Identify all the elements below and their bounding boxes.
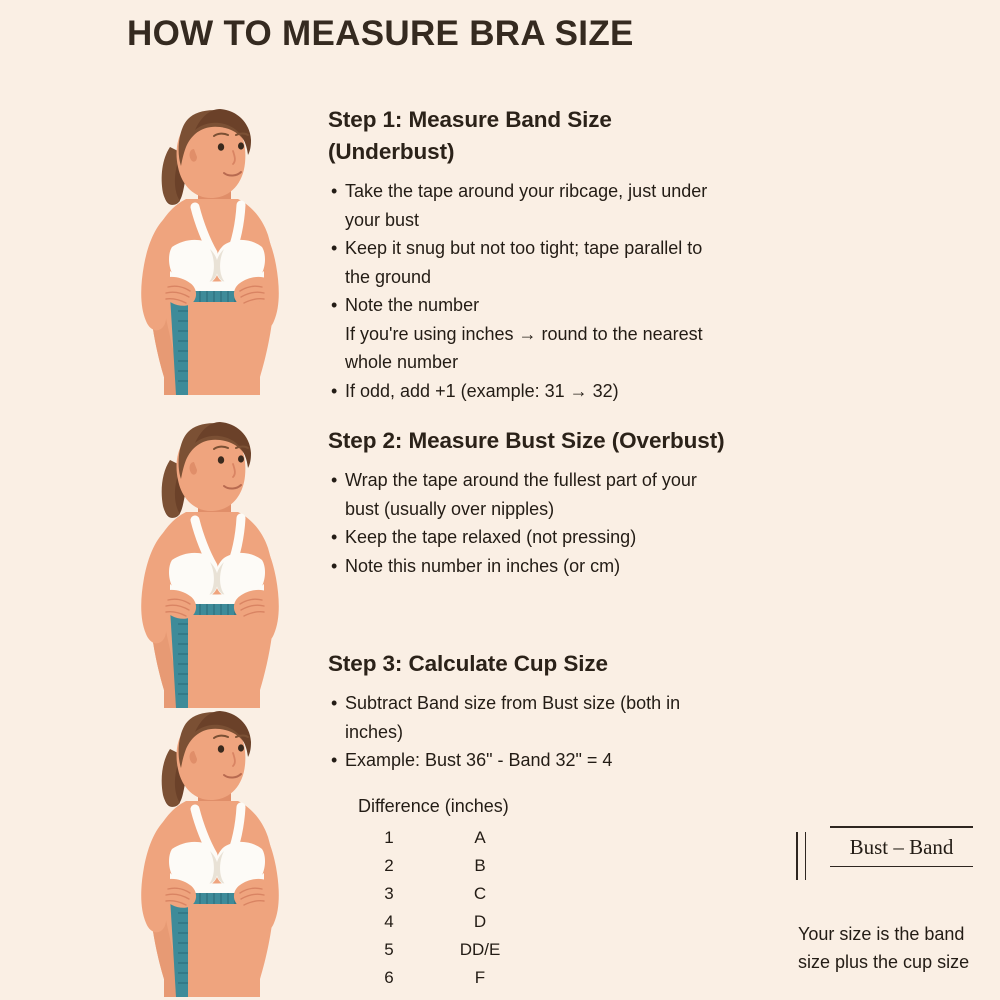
step-1-heading: Step 1: Measure Band Size (Underbust)	[328, 107, 612, 164]
cell-difference: 3	[384, 884, 394, 903]
cell-difference: 1	[384, 828, 394, 847]
table-row: 5 DD/E	[358, 936, 658, 964]
cell-cup: C	[473, 884, 487, 903]
step-3-block: Step 3: Calculate Cup Size Subtract Band…	[328, 648, 728, 775]
bullet-text: Wrap the tape around the fullest part of…	[345, 470, 697, 519]
step-2-bullets: Wrap the tape around the fullest part of…	[328, 466, 728, 580]
list-item: Keep it snug but not too tight; tape par…	[328, 234, 728, 291]
bullet-text: Example: Bust 36" - Band 32" = 4	[345, 750, 613, 770]
cell-difference: 5	[384, 940, 394, 959]
bullet-text: If odd, add +1 (example: 31 → 32)	[345, 380, 619, 401]
bullet-subtext: If you're using inches → round to the ne…	[345, 323, 703, 373]
table-row: 2 B	[358, 852, 658, 880]
formula-callout: Bust – Band	[790, 826, 990, 886]
list-item: Note the number If you're using inches →…	[328, 291, 728, 377]
list-item: Wrap the tape around the fullest part of…	[328, 466, 728, 523]
list-item: Keep the tape relaxed (not pressing)	[328, 523, 728, 552]
fraction-rule-top	[830, 826, 973, 828]
bullet-text: Subtract Band size from Bust size (both …	[345, 693, 681, 742]
table-row: 6 F	[358, 964, 658, 992]
table-row: 3 C	[358, 880, 658, 908]
illustration-step-2	[100, 408, 310, 708]
step-3-heading: Step 3: Calculate Cup Size	[328, 651, 608, 676]
step-1-bullets: Take the tape around your ribcage, just …	[328, 177, 728, 405]
cell-cup: D	[473, 912, 487, 931]
formula-text: Bust – Band	[849, 834, 954, 859]
list-item: Take the tape around your ribcage, just …	[328, 177, 728, 234]
difference-table-header: Difference (inches)	[358, 796, 509, 816]
cell-cup: DD/E	[459, 940, 501, 959]
callout-note: Your size is the band size plus the cup …	[798, 924, 970, 972]
cell-cup: F	[474, 968, 486, 987]
list-item: Subtract Band size from Bust size (both …	[328, 689, 728, 746]
woman-measuring-overbust-icon	[141, 422, 279, 708]
fraction-rule-bottom	[830, 865, 973, 868]
cell-difference: 6	[384, 968, 394, 987]
table-row: 4 D	[358, 908, 658, 936]
bullet-text: Keep the tape relaxed (not pressing)	[345, 527, 637, 547]
list-item: If odd, add +1 (example: 31 → 32)	[328, 377, 728, 406]
step-2-block: Step 2: Measure Bust Size (Overbust) Wra…	[328, 425, 728, 580]
step-1-block: Step 1: Measure Band Size (Underbust) Ta…	[328, 104, 728, 405]
formula-row: Bust – Band	[790, 826, 990, 886]
step-2-heading: Step 2: Measure Bust Size (Overbust)	[328, 428, 725, 453]
page-title: HOW TO MEASURE BRA SIZE	[127, 14, 634, 53]
cell-difference: 2	[384, 856, 394, 875]
illustration-step-1	[100, 95, 310, 395]
bullet-text: Take the tape around your ribcage, just …	[345, 181, 708, 230]
bullet-text: Keep it snug but not too tight; tape par…	[345, 238, 703, 287]
cell-cup: A	[474, 828, 486, 847]
illustration-step-3	[100, 697, 310, 997]
difference-table: Difference (inches) 1 A 2 B 3 C 4 D 5 DD…	[358, 793, 658, 992]
list-item: Example: Bust 36" - Band 32" = 4	[328, 746, 728, 775]
step-3-bullets: Subtract Band size from Bust size (both …	[328, 689, 728, 775]
fraction: Bust – Band	[830, 826, 980, 868]
woman-measuring-cup-icon	[141, 711, 279, 997]
double-bar-icon	[796, 832, 813, 880]
cell-difference: 4	[384, 912, 394, 931]
bullet-text: Note the number	[345, 295, 480, 315]
bullet-text: Note this number in inches (or cm)	[345, 555, 621, 576]
cell-cup: B	[474, 856, 486, 875]
list-item: Note this number in inches (or cm)	[328, 552, 728, 581]
table-row: 1 A	[358, 824, 658, 852]
woman-measuring-underbust-icon	[141, 109, 279, 395]
